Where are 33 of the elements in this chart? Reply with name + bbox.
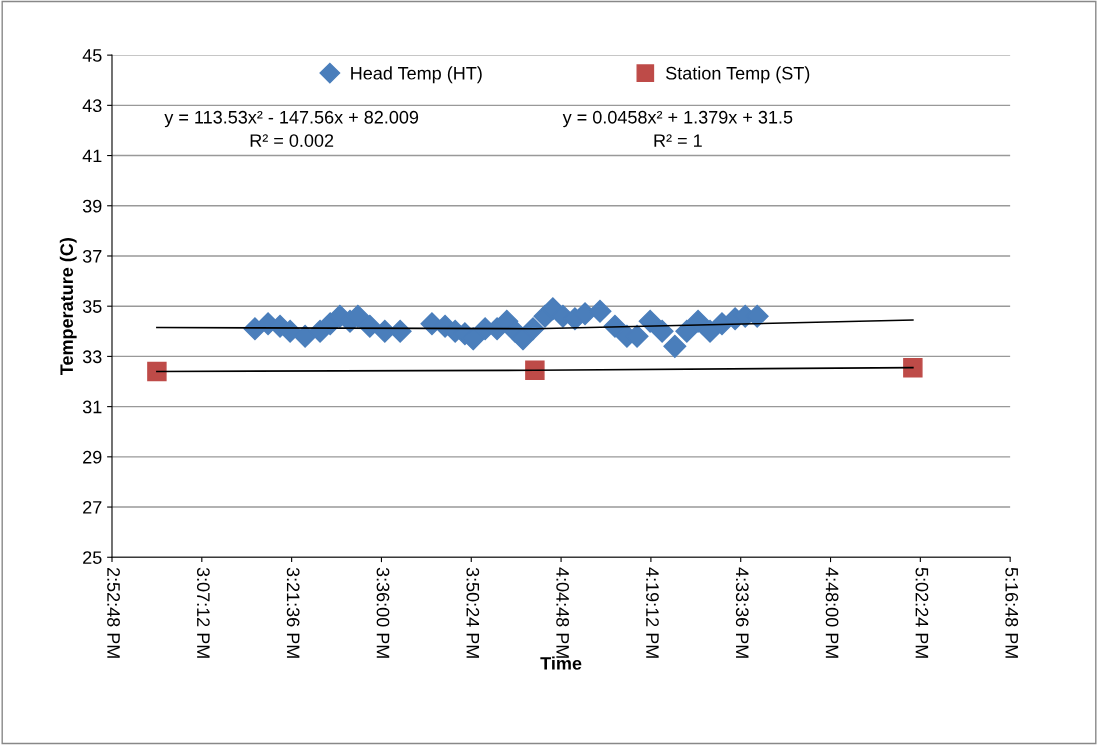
x-tick-label: 3:36:00 PM (376, 567, 390, 658)
y-tick-label: 25 (83, 551, 102, 564)
y-tick-label: 33 (82, 350, 102, 364)
y-tick-label: 35 (82, 300, 102, 313)
annotation: y = 0.0458x² + 1.379x + 31.5 R² = 1 (562, 110, 793, 147)
legend-label: Head Temp (HT) (351, 66, 482, 84)
point (903, 357, 923, 378)
x-tick-label: 4:33:36 PM (735, 567, 749, 658)
y-tick-label: 43 (82, 99, 102, 113)
point (650, 319, 674, 343)
x-tick-label: 4:19:12 PM (646, 567, 659, 658)
y-tick-label: 41 (82, 149, 102, 163)
x-tick-label: 4:48:00 PM (825, 567, 839, 658)
x-tick-label: 5:02:24 PM (915, 567, 929, 658)
point (147, 361, 167, 382)
y-tick-label: 37 (82, 249, 102, 263)
y-tick-label: 29 (83, 450, 102, 464)
y-tick-label: 27 (83, 500, 102, 514)
y-axis-title: Temperature (C) (59, 238, 77, 376)
annotation: y = 113.53x² - 147.56x + 82.009 R² = 0.002 (164, 110, 419, 147)
y-tick-label: 31 (82, 400, 102, 414)
legend-label: Station Temp (ST) (666, 66, 810, 84)
x-tick-label: 3:50:24 PM (466, 567, 480, 658)
x-tick-label: 4:04:48 PM (556, 567, 570, 658)
y-tick-label: 39 (82, 199, 102, 213)
x-axis-title: Time (540, 656, 582, 670)
x-tick-label: 5:16:48 PM (1005, 567, 1019, 658)
point (588, 299, 612, 323)
point (663, 334, 687, 358)
x-tick-label: 3:07:12 PM (196, 567, 210, 658)
x-tick-label: 3:21:36 PM (286, 567, 300, 658)
x-tick-label: 2:52:48 PM (107, 567, 120, 658)
y-tick-label: 45 (82, 49, 102, 62)
